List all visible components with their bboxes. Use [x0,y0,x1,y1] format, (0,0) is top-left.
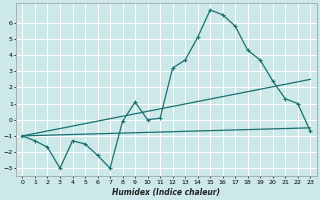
X-axis label: Humidex (Indice chaleur): Humidex (Indice chaleur) [112,188,220,197]
